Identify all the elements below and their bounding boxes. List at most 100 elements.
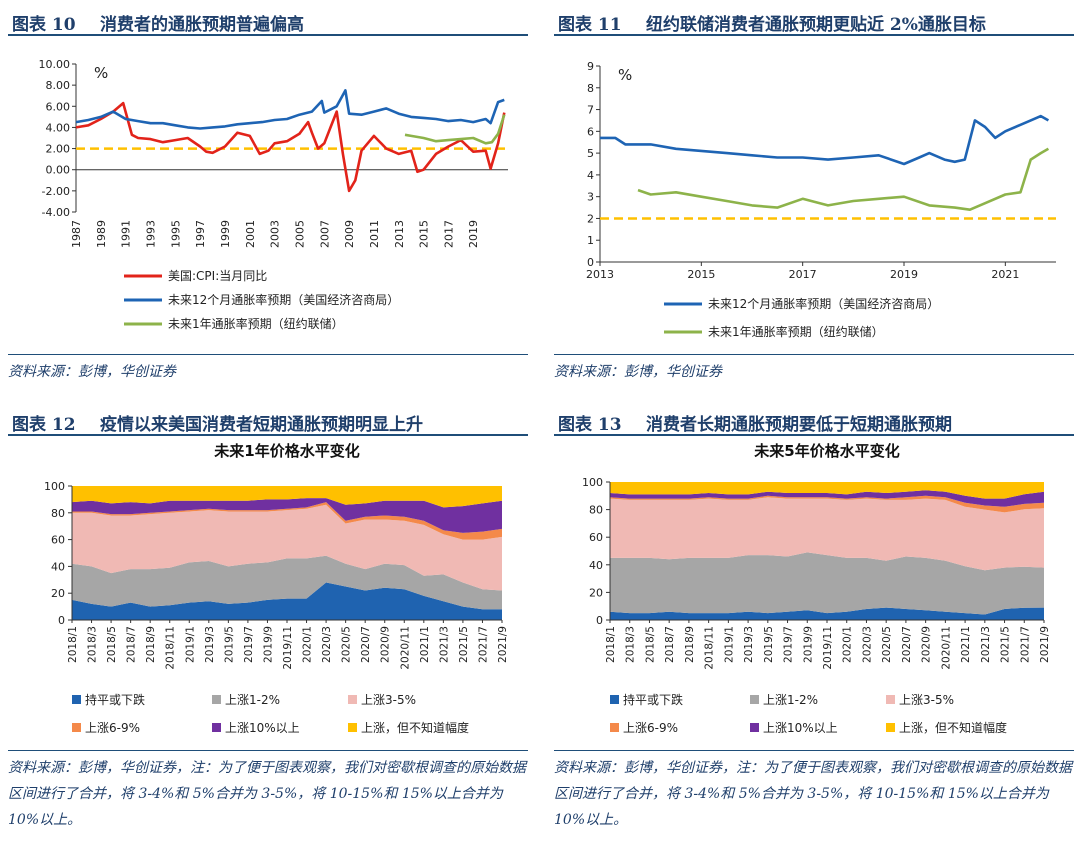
y-tick-label: 80 bbox=[51, 507, 65, 520]
x-tick-label: 2018/5 bbox=[644, 626, 656, 663]
source-note: 资料来源：彭博，华创证券，注：为了便于图表观察，我们对密歇根调查的原始数据区间进… bbox=[8, 750, 528, 833]
figure-title: 消费者的通胀预期普遍偏高 bbox=[100, 15, 304, 35]
chart-title: 未来1年价格水平变化 bbox=[213, 442, 359, 460]
area-4 bbox=[610, 490, 1044, 507]
source-note: 资料来源：彭博，华创证券 bbox=[8, 354, 528, 385]
x-tick-label: 1991 bbox=[120, 220, 133, 248]
legend-swatch-2 bbox=[348, 695, 357, 704]
y-tick-label: 20 bbox=[51, 587, 65, 600]
x-tick-label: 2021/7 bbox=[477, 626, 489, 663]
x-tick-label: 2013 bbox=[393, 220, 406, 248]
legend-label-1: 上涨1-2% bbox=[225, 692, 280, 707]
y-tick-label: 100 bbox=[582, 476, 603, 489]
series-line-0 bbox=[600, 114, 1050, 166]
source-note: 资料来源：彭博，华创证券，注：为了便于图表观察，我们对密歇根调查的原始数据区间进… bbox=[554, 750, 1074, 833]
x-tick-label: 2018/1 bbox=[67, 626, 79, 663]
y-tick-label: -4.00 bbox=[42, 206, 70, 219]
legend-label-0: 持平或下跌 bbox=[85, 692, 145, 707]
y-tick-label: 40 bbox=[589, 559, 603, 572]
y-tick-label: 6 bbox=[587, 125, 594, 138]
x-tick-label: 1989 bbox=[95, 220, 108, 248]
x-tick-label: 2018/1 bbox=[605, 626, 617, 663]
x-tick-label: 2020/3 bbox=[861, 626, 873, 663]
legend-swatch-2 bbox=[886, 695, 895, 704]
source-note: 资料来源：彭博，华创证券 bbox=[554, 354, 1074, 385]
area-2 bbox=[72, 504, 502, 591]
y-tick-label: 4 bbox=[587, 169, 594, 182]
x-tick-label: 2018/9 bbox=[145, 626, 157, 663]
legend-label-1: 未来1年通胀率预期（纽约联储） bbox=[708, 324, 884, 339]
legend-swatch-3 bbox=[610, 723, 619, 732]
legend-swatch-4 bbox=[212, 723, 221, 732]
x-tick-label: 2021 bbox=[991, 268, 1019, 281]
x-tick-label: 2019/3 bbox=[743, 626, 755, 663]
x-tick-label: 1993 bbox=[144, 220, 157, 248]
legend-label-0: 未来12个月通胀率预期（美国经济咨商局） bbox=[708, 296, 939, 311]
x-tick-label: 1997 bbox=[194, 220, 207, 248]
x-tick-label: 1999 bbox=[219, 220, 232, 248]
panel-title-bar: 图表 10 消费者的通胀预期普遍偏高 bbox=[8, 4, 528, 36]
area-2 bbox=[610, 497, 1044, 571]
x-tick-label: 2021/1 bbox=[419, 626, 431, 663]
y-tick-label: 3 bbox=[587, 191, 594, 204]
x-tick-label: 2021/5 bbox=[458, 626, 470, 663]
figure-number: 图表 12 bbox=[12, 415, 76, 435]
unit-label: % bbox=[94, 64, 108, 82]
y-tick-label: 0 bbox=[58, 614, 65, 627]
x-tick-label: 2018/3 bbox=[625, 626, 637, 663]
x-tick-label: 2020/5 bbox=[341, 626, 353, 663]
chart-fig10-svg: 10.00 8.00 6.00 4.00 2.00 0.00 -2.00 -4.00% 1987… bbox=[39, 58, 508, 331]
x-tick-label: 2017 bbox=[442, 220, 455, 248]
x-tick-label: 2017 bbox=[789, 268, 817, 281]
panel-fig12: 图表 12 疫情以来美国消费者短期通胀预期明显上升 未来1年价格水平变化 100 8… bbox=[8, 404, 528, 853]
x-tick-label: 2020/9 bbox=[380, 626, 392, 663]
x-tick-label: 2021/9 bbox=[1039, 626, 1051, 663]
x-tick-label: 2019/11 bbox=[822, 626, 834, 670]
x-tick-label: 2020/1 bbox=[302, 626, 314, 663]
panel-fig13: 图表 13 消费者长期通胀预期要低于短期通胀预期 未来5年价格水平变化 100 80… bbox=[554, 404, 1074, 853]
x-tick-label: 2001 bbox=[244, 220, 257, 248]
x-tick-label: 2019 bbox=[890, 268, 918, 281]
area-1 bbox=[610, 552, 1044, 615]
area-5 bbox=[610, 482, 1044, 499]
legend-swatch-0 bbox=[72, 695, 81, 704]
x-tick-label: 2019/7 bbox=[243, 626, 255, 663]
x-tick-label: 2019/1 bbox=[723, 626, 735, 663]
chart-fig12: 未来1年价格水平变化 100 80 60 40 20 0 2018/1 2018/3 2018/5… bbox=[8, 440, 528, 742]
legend-swatch-0 bbox=[610, 695, 619, 704]
unit-label: % bbox=[618, 66, 632, 84]
legend-label-2: 上涨3-5% bbox=[899, 692, 954, 707]
x-tick-label: 2013 bbox=[586, 268, 614, 281]
panel-fig10: 图表 10 消费者的通胀预期普遍偏高 10.00 8.00 6.00 4.00 2.00… bbox=[8, 4, 528, 384]
x-tick-label: 2020/7 bbox=[901, 626, 913, 663]
x-tick-label: 2021/7 bbox=[1019, 626, 1031, 663]
x-tick-label: 2009 bbox=[343, 220, 356, 248]
y-tick-label: 20 bbox=[589, 586, 603, 599]
figure-title: 消费者长期通胀预期要低于短期通胀预期 bbox=[646, 415, 952, 435]
legend-label-3: 上涨6-9% bbox=[623, 720, 678, 735]
y-tick-label: 7 bbox=[587, 104, 594, 117]
legend-swatch-4 bbox=[750, 723, 759, 732]
area-0 bbox=[610, 607, 1044, 620]
x-tick-label: 2015 bbox=[418, 220, 431, 248]
chart-title: 未来5年价格水平变化 bbox=[753, 442, 899, 460]
figure-number: 图表 11 bbox=[558, 15, 622, 35]
area-5 bbox=[72, 486, 502, 508]
y-tick-label: 0 bbox=[587, 256, 594, 269]
x-tick-label: 2021/3 bbox=[980, 626, 992, 663]
x-tick-label: 2021/5 bbox=[1000, 626, 1012, 663]
x-tick-label: 2020/11 bbox=[399, 626, 411, 670]
legend-label-4: 上涨10%以上 bbox=[225, 720, 300, 735]
x-tick-label: 2018/7 bbox=[664, 626, 676, 663]
legend-swatch-5 bbox=[348, 723, 357, 732]
y-tick-label: 0 bbox=[596, 614, 603, 627]
legend-swatch-3 bbox=[72, 723, 81, 732]
y-tick-label: 8.00 bbox=[46, 79, 71, 92]
y-tick-label: 100 bbox=[44, 480, 65, 493]
figure-title: 纽约联储消费者通胀预期更贴近 2%通胀目标 bbox=[646, 15, 986, 35]
legend-label-0: 美国:CPI:当月同比 bbox=[168, 269, 267, 283]
x-tick-label: 2018/11 bbox=[704, 626, 716, 670]
chart-fig13: 未来5年价格水平变化 100 80 60 40 20 0 2018/1 2018/3 2018/5… bbox=[554, 440, 1074, 742]
panel-title-bar: 图表 11 纽约联储消费者通胀预期更贴近 2%通胀目标 bbox=[554, 4, 1074, 36]
legend-label-3: 上涨6-9% bbox=[85, 720, 140, 735]
